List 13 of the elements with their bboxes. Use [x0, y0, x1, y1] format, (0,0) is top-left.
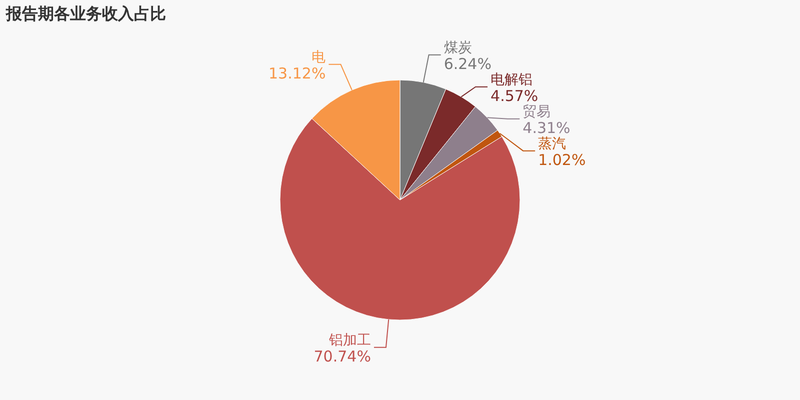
slice-label: 贸易 [522, 104, 551, 120]
data-label: 4.31% [522, 118, 570, 137]
title: 报告期各业务收入占比 [6, 4, 166, 23]
data-label: 6.24% [444, 54, 492, 73]
slice-label: 铝加工 [328, 332, 371, 348]
data-label: 4.57% [490, 86, 538, 105]
slice-label: 电 [312, 49, 326, 66]
slice-label: 电解铝 [490, 72, 533, 88]
data-label: 1.02% [538, 150, 586, 169]
data-label: 70.74% [314, 347, 371, 366]
slice-label: 煤炭 [444, 40, 472, 56]
slice-label: 蒸汽 [538, 136, 566, 152]
data-label: 13.12% [268, 64, 326, 82]
